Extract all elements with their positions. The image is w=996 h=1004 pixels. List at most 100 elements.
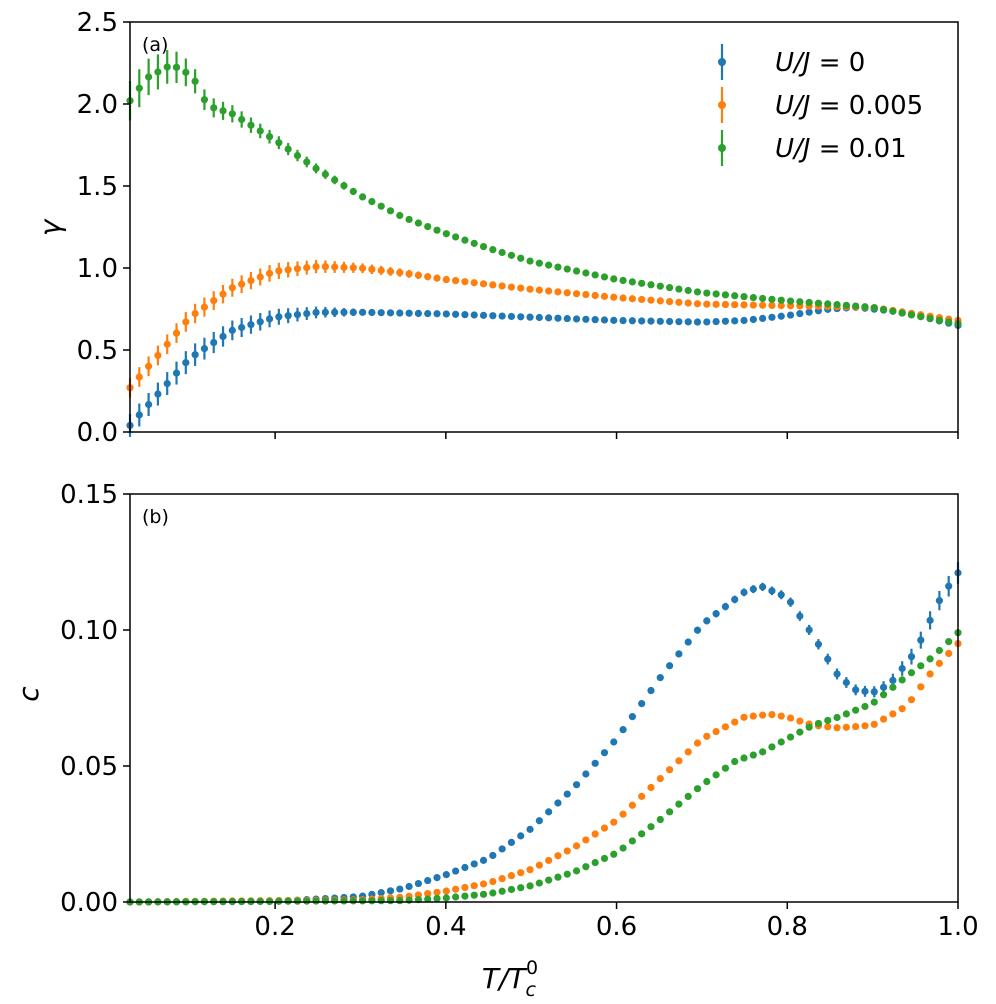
data-point	[238, 280, 246, 288]
data-point	[879, 691, 888, 699]
data-point	[638, 699, 646, 708]
series-b-1	[126, 640, 962, 906]
data-point	[563, 289, 571, 297]
data-point	[796, 310, 804, 318]
data-point	[610, 850, 618, 858]
data-point	[619, 276, 627, 285]
data-point	[600, 749, 609, 757]
panel-b-ylabel: c	[12, 686, 45, 702]
data-point	[665, 317, 674, 326]
data-point	[740, 293, 748, 301]
data-point	[656, 674, 664, 682]
data-point	[358, 308, 367, 316]
ytick-label: 2.5	[77, 8, 118, 38]
data-point	[210, 104, 218, 112]
data-point	[824, 655, 832, 663]
xtick-label: 0.4	[425, 912, 466, 942]
data-point	[907, 653, 916, 661]
data-point	[284, 897, 292, 905]
data-point	[247, 121, 255, 129]
data-point	[777, 312, 785, 320]
panel-b-data	[126, 562, 962, 906]
data-point	[470, 860, 478, 868]
xtick-label: 0.6	[596, 912, 637, 942]
data-point	[386, 309, 395, 317]
data-point	[405, 896, 413, 904]
data-point	[563, 870, 571, 878]
data-point	[870, 698, 878, 706]
data-point	[135, 411, 143, 419]
data-point	[852, 706, 860, 714]
data-point	[275, 267, 283, 275]
data-point	[721, 764, 730, 772]
data-point	[852, 686, 860, 694]
data-point	[489, 312, 497, 320]
data-point	[731, 595, 739, 604]
data-point	[479, 890, 488, 898]
data-point	[303, 309, 311, 318]
data-point	[703, 777, 711, 786]
data-point	[796, 728, 804, 736]
data-point	[768, 301, 776, 310]
panel-a: 0.00.51.01.52.02.5 (a) γ U/J = 0U/J = 0.…	[34, 8, 962, 448]
data-point	[433, 274, 441, 282]
data-point	[582, 836, 590, 844]
data-point	[759, 711, 767, 719]
data-point	[935, 597, 943, 605]
data-point	[665, 766, 674, 774]
data-point	[442, 871, 450, 879]
data-point	[563, 265, 571, 273]
data-point	[852, 302, 860, 310]
data-point	[517, 869, 525, 877]
data-point	[619, 810, 627, 818]
data-point	[377, 888, 385, 897]
data-point	[145, 362, 153, 370]
data-point	[572, 781, 581, 789]
data-point	[684, 318, 692, 326]
data-point	[842, 723, 850, 731]
data-point	[470, 882, 478, 890]
data-point	[926, 616, 934, 624]
data-point	[749, 293, 757, 302]
data-point	[610, 818, 618, 826]
data-point	[396, 897, 404, 905]
data-point	[889, 676, 897, 684]
data-point	[786, 311, 795, 319]
data-point	[684, 792, 692, 801]
ytick-label: 0.05	[60, 752, 118, 782]
data-point	[712, 300, 720, 308]
data-point	[675, 757, 683, 765]
data-point	[442, 275, 450, 284]
panel-a-frame	[129, 21, 959, 433]
data-point	[768, 313, 776, 321]
data-point	[358, 264, 367, 272]
data-point	[368, 197, 376, 206]
data-point	[284, 312, 292, 320]
data-point	[870, 304, 878, 312]
data-point	[814, 640, 823, 648]
data-point	[852, 722, 860, 731]
data-point	[461, 236, 469, 244]
data-point	[554, 799, 562, 807]
data-point	[368, 265, 376, 273]
data-point	[349, 187, 357, 196]
legend-entry: U/J = 0	[718, 44, 865, 80]
data-point	[917, 683, 925, 691]
data-point	[600, 316, 609, 324]
data-point	[368, 308, 376, 317]
data-point	[721, 723, 730, 731]
data-point	[675, 298, 683, 306]
data-point	[256, 273, 264, 281]
data-point	[665, 662, 674, 670]
data-point	[545, 856, 553, 865]
data-point	[238, 323, 246, 332]
xtick-label: 0.2	[254, 912, 295, 942]
data-point	[452, 310, 460, 318]
data-point	[759, 583, 767, 591]
data-point	[731, 301, 739, 309]
data-point	[517, 313, 525, 321]
data-point	[656, 774, 664, 783]
data-point	[582, 269, 590, 277]
data-point	[554, 263, 562, 271]
data-point	[545, 314, 553, 322]
